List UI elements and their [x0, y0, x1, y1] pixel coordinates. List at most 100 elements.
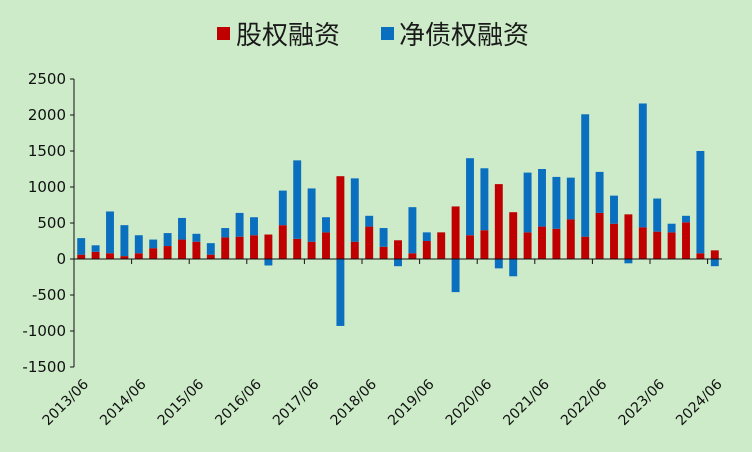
equity-bar-17 [322, 232, 330, 259]
net-debt-bar-29 [494, 259, 503, 269]
net-debt-bar-2 [106, 211, 114, 254]
net-debt-bar-21 [379, 228, 388, 247]
net-debt-bar-6 [163, 233, 172, 247]
net-debt-bar-9 [206, 243, 215, 255]
x-tick-label-3: 2016/06 [212, 376, 265, 429]
equity-bar-24 [422, 241, 431, 259]
y-tick-label-5: 0 [56, 250, 66, 268]
equity-bar-6 [163, 246, 172, 259]
y-tick-label-1: 2000 [28, 106, 66, 124]
net-debt-bar-31 [523, 172, 532, 233]
x-tick-label-9: 2022/06 [558, 376, 611, 429]
equity-bar-32 [538, 226, 546, 259]
equity-bar-10 [221, 237, 230, 259]
net-debt-bar-26 [451, 259, 460, 293]
legend-swatch-equity [217, 27, 230, 40]
net-debt-bar-23 [408, 207, 417, 254]
x-tick-label-5: 2018/06 [328, 376, 381, 429]
net-debt-bar-35 [581, 114, 590, 237]
net-debt-bar-10 [221, 228, 230, 238]
net-debt-bar-42 [682, 215, 690, 223]
x-tick-label-11: 2024/06 [673, 376, 726, 429]
net-debt-bar-44 [710, 259, 719, 267]
net-debt-bar-38 [624, 259, 633, 264]
net-debt-bar-34 [566, 177, 575, 220]
net-debt-bar-14 [278, 190, 287, 226]
net-debt-bar-1 [91, 245, 100, 252]
x-tick-label-4: 2017/06 [270, 376, 323, 429]
equity-bar-21 [379, 246, 388, 259]
legend: 股权融资 净债权融资 [217, 21, 529, 51]
equity-bar-38 [624, 214, 633, 259]
y-tick-label-0: 2500 [28, 70, 66, 88]
net-debt-bar-32 [538, 169, 546, 227]
equity-bar-18 [336, 176, 345, 259]
y-tick-label-6: -500 [32, 286, 66, 304]
equity-bar-11 [235, 236, 244, 259]
net-debt-bar-30 [509, 259, 518, 277]
net-debt-bar-28 [480, 168, 489, 231]
legend-label-net-debt: 净债权融资 [399, 21, 529, 51]
x-tick-label-10: 2023/06 [616, 376, 669, 429]
net-debt-bar-16 [307, 188, 316, 242]
equity-bar-30 [509, 212, 518, 259]
equity-bar-43 [696, 253, 705, 259]
equity-bar-29 [494, 184, 503, 259]
legend-label-equity: 股权融资 [236, 21, 340, 51]
equity-bar-12 [250, 235, 258, 259]
net-debt-bar-22 [394, 259, 402, 267]
equity-bar-33 [552, 228, 561, 259]
equity-bar-5 [149, 248, 158, 259]
equity-bar-26 [451, 206, 460, 259]
equity-bar-7 [178, 239, 186, 259]
net-debt-bar-12 [250, 217, 258, 236]
net-debt-bar-37 [610, 195, 618, 224]
x-tick-label-0: 2013/06 [40, 376, 93, 429]
x-tick-label-8: 2021/06 [500, 376, 553, 429]
x-tick-label-6: 2019/06 [385, 376, 438, 429]
net-debt-bar-19 [350, 178, 359, 242]
equity-bar-8 [192, 241, 201, 259]
equity-bar-2 [106, 253, 114, 259]
equity-bar-16 [307, 241, 316, 259]
equity-bar-39 [638, 227, 647, 259]
net-debt-bar-17 [322, 217, 330, 233]
y-tick-label-4: 500 [37, 214, 66, 232]
equity-bar-20 [365, 226, 374, 259]
net-debt-bar-24 [422, 232, 431, 241]
net-debt-bar-11 [235, 212, 244, 237]
net-debt-bar-8 [192, 233, 201, 242]
bars [77, 103, 719, 326]
x-tick-label-7: 2020/06 [443, 376, 496, 429]
equity-bar-14 [278, 225, 287, 259]
net-debt-bar-39 [638, 103, 647, 228]
equity-bar-42 [682, 222, 690, 259]
equity-bar-28 [480, 230, 489, 259]
equity-bar-1 [91, 251, 100, 259]
equity-bar-4 [134, 253, 143, 259]
y-tick-label-3: 1000 [28, 178, 66, 196]
equity-bar-34 [566, 219, 575, 259]
equity-bar-35 [581, 236, 590, 259]
legend-swatch-net-debt [381, 27, 394, 40]
net-debt-bar-13 [264, 259, 273, 266]
equity-bar-27 [466, 235, 474, 259]
net-debt-bar-36 [595, 171, 604, 213]
equity-bar-3 [120, 256, 129, 259]
equity-bar-37 [610, 223, 618, 259]
equity-bar-41 [667, 232, 676, 259]
equity-bar-0 [77, 254, 86, 259]
x-tick-label-2: 2015/06 [155, 376, 208, 429]
net-debt-bar-27 [466, 158, 474, 236]
net-debt-bar-4 [134, 235, 143, 254]
equity-bar-31 [523, 232, 532, 259]
net-debt-bar-41 [667, 223, 676, 233]
net-debt-bar-3 [120, 225, 129, 257]
net-debt-bar-18 [336, 259, 345, 326]
equity-bar-9 [206, 254, 215, 259]
net-debt-bar-15 [293, 160, 302, 239]
equity-bar-22 [394, 240, 402, 259]
y-tick-label-7: -1000 [22, 322, 66, 340]
equity-bar-44 [710, 250, 719, 259]
